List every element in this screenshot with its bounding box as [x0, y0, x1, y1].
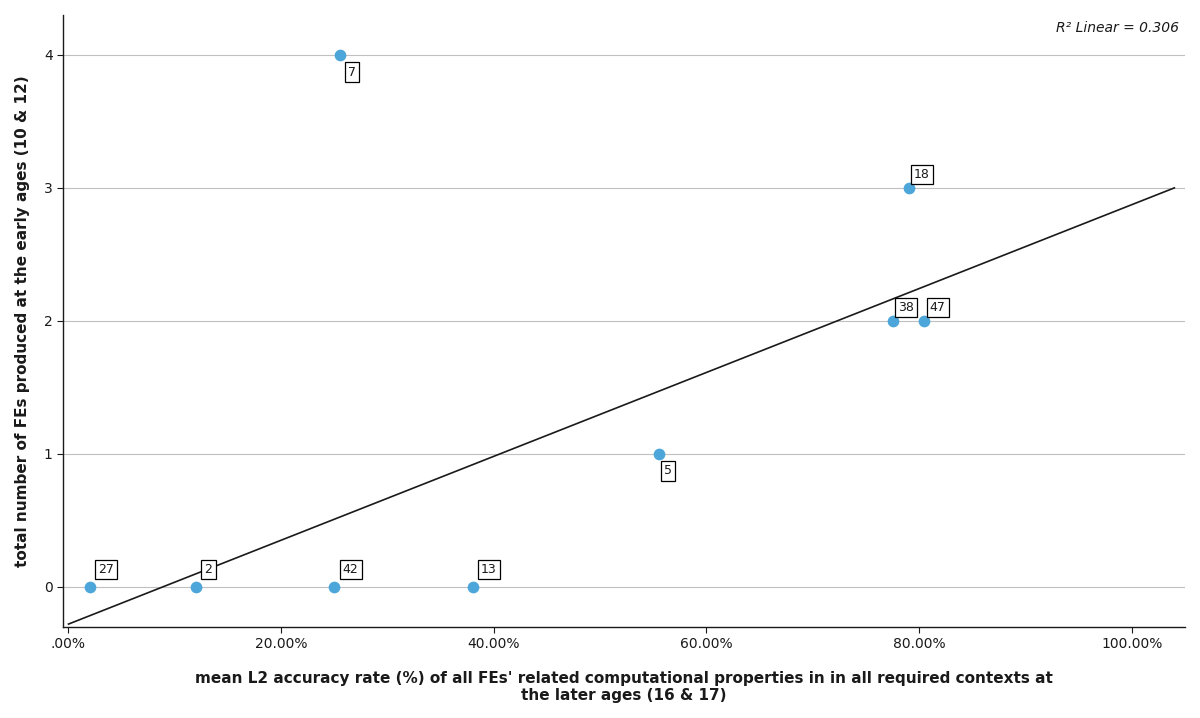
- Point: [330, 49, 349, 60]
- Point: [186, 581, 205, 592]
- Point: [883, 315, 902, 327]
- Y-axis label: total number of FEs produced at the early ages (10 & 12): total number of FEs produced at the earl…: [14, 75, 30, 567]
- Point: [914, 315, 934, 327]
- Text: 27: 27: [98, 563, 114, 577]
- Point: [80, 581, 100, 592]
- Text: 42: 42: [343, 563, 359, 577]
- Text: 38: 38: [898, 302, 913, 314]
- Text: 18: 18: [914, 168, 930, 181]
- Text: 5: 5: [664, 465, 672, 477]
- Point: [899, 182, 918, 194]
- Text: 13: 13: [481, 563, 497, 577]
- Point: [649, 448, 668, 460]
- Text: 2: 2: [205, 563, 212, 577]
- Text: 47: 47: [930, 302, 946, 314]
- Text: R² Linear = 0.306: R² Linear = 0.306: [1056, 21, 1180, 35]
- X-axis label: mean L2 accuracy rate (%) of all FEs' related computational properties in in all: mean L2 accuracy rate (%) of all FEs' re…: [196, 671, 1054, 703]
- Point: [325, 581, 344, 592]
- Point: [463, 581, 482, 592]
- Text: 7: 7: [348, 65, 356, 78]
